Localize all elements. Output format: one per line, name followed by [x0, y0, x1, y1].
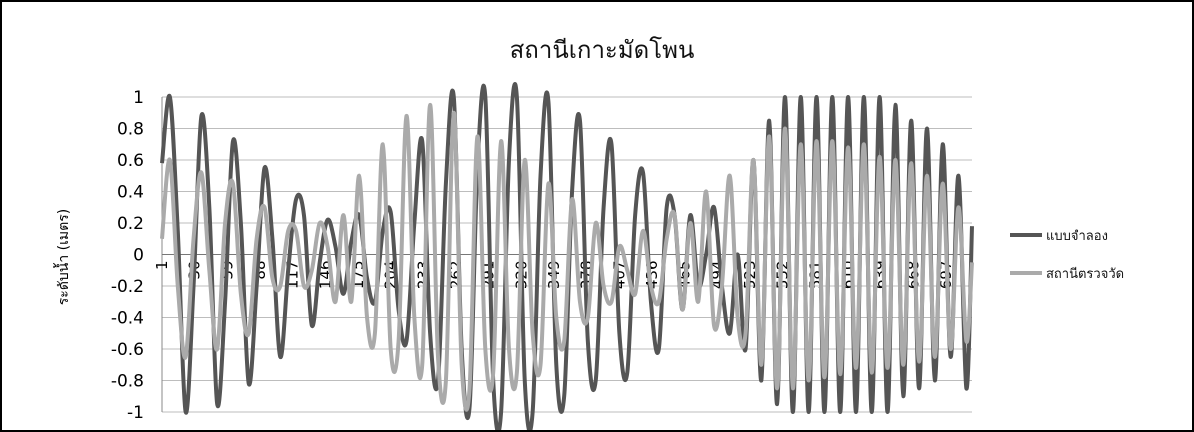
y-tick-label: 0.6 [117, 151, 144, 171]
legend-label-1: แบบจำลอง [1046, 229, 1108, 244]
y-tick-label: 0.4 [117, 183, 144, 203]
y-tick-label: 0.8 [117, 120, 144, 140]
series-line-2 [160, 102, 974, 412]
y-axis-label: ระดับน้ำ (เมตร) [53, 209, 72, 305]
x-tick-label: 1 [153, 261, 171, 271]
y-tick-label: -1 [127, 403, 144, 423]
y-tick-label: 1 [133, 88, 144, 108]
y-tick-label: -0.6 [111, 340, 144, 360]
y-tick-label: 0 [133, 246, 144, 266]
y-tick-label: -0.2 [111, 277, 144, 297]
chart-title: สถานีเกาะมัดโพน [510, 36, 695, 64]
series-lines [160, 81, 974, 430]
legend-label-2: สถานีตรวจวัด [1046, 266, 1124, 282]
y-axis-ticks: 1 0.8 0.6 0.4 0.2 0 -0.2 -0.4 -0.6 -0.8 -1 [111, 88, 144, 423]
series-line-1 [160, 81, 974, 430]
y-axis-label-group: ระดับน้ำ (เมตร) [53, 209, 72, 305]
y-tick-label: -0.4 [111, 309, 144, 329]
y-tick-label: -0.8 [111, 372, 144, 392]
y-tick-label: 0.2 [117, 214, 144, 234]
